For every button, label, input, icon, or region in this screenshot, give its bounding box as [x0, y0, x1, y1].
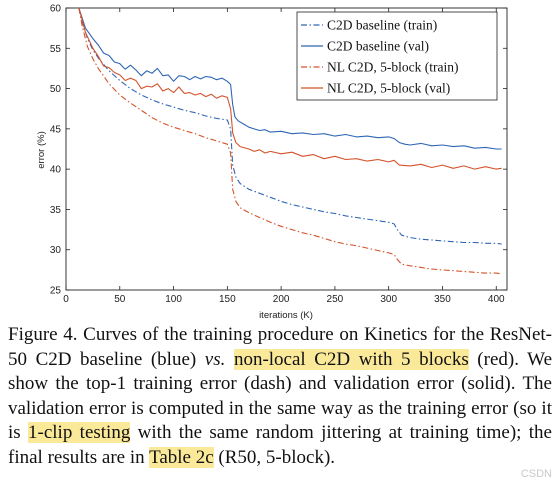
caption-highlight-1clip: 1-clip testing — [28, 422, 131, 444]
y-tick-label: 45 — [50, 124, 62, 135]
caption-text-3: (red). We show the top-1 training error … — [8, 348, 553, 444]
y-tick-label: 40 — [50, 165, 62, 176]
caption-vs: vs. — [204, 348, 226, 370]
legend-label-1: C2D baseline (train) — [327, 18, 437, 33]
plot-axes — [65, 7, 508, 291]
caption-text-2 — [225, 349, 234, 370]
y-tick-label: 25 — [50, 286, 62, 297]
y-tick-label: 55 — [50, 44, 62, 55]
caption-link-table-2c[interactable]: Table 2c — [149, 446, 214, 468]
training-curves-chart: 0 50 100 150 200 250 300 350 400 25 30 35 40 45 50 55 60… — [36, 4, 508, 320]
x-tick-label: 400 — [488, 294, 505, 305]
y-tick-label: 50 — [50, 84, 62, 95]
x-tick-label: 150 — [219, 294, 236, 305]
y-tick-label: 60 — [50, 4, 62, 15]
caption-highlight-nonlocal: non-local C2D with 5 blocks — [233, 348, 469, 370]
y-tick-label: 30 — [50, 245, 62, 256]
x-tick-label: 300 — [380, 294, 397, 305]
ticks-layer: 0 50 100 150 200 250 300 350 400 25 30 35 40 45 50 55 60 — [50, 4, 507, 305]
plot-frame — [65, 7, 508, 291]
series-line-2 — [78, 7, 502, 150]
series-layer — [78, 7, 502, 275]
y-tick-label: 35 — [50, 205, 62, 216]
caption-text-1: Figure 4. Curves of the training procedu… — [8, 324, 552, 370]
series-line-3 — [78, 7, 502, 275]
caption-text-4: with the same random jittering at traini… — [8, 422, 552, 468]
x-tick-label: 50 — [114, 294, 126, 305]
series-line-4 — [78, 7, 502, 170]
figure-caption: Figure 4. Curves of the training procedu… — [8, 323, 552, 471]
legend-label-2: C2D baseline (val) — [327, 39, 429, 54]
caption-text-5: (R50, 5-block). — [213, 446, 336, 468]
x-tick-label: 350 — [434, 294, 451, 305]
watermark: CSDN — [520, 468, 552, 480]
x-tick-label: 200 — [273, 294, 290, 305]
y-axis-label: error (%) — [36, 131, 47, 168]
series-line-1 — [78, 7, 502, 245]
legend-label-4: NL C2D, 5-block (val) — [327, 81, 450, 96]
legend-label-3: NL C2D, 5-block (train) — [327, 60, 458, 75]
x-tick-label: 250 — [327, 294, 344, 305]
x-axis-label: iterations (K) — [259, 310, 313, 320]
x-tick-label: 100 — [165, 294, 182, 305]
x-tick-label: 0 — [63, 294, 69, 305]
legend-box — [296, 11, 498, 101]
chart-legend: C2D baseline (train) C2D baseline (val) NL… — [296, 11, 498, 101]
